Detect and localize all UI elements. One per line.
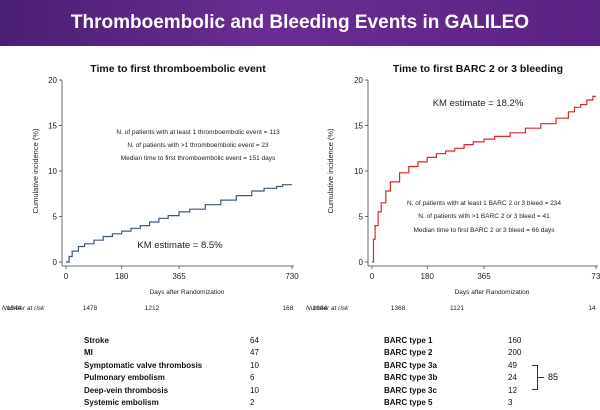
right-annotation: N. of patients with >1 BARC 2 or 3 bleed… [418, 213, 550, 220]
left-chart-title: Time to first thromboembolic event [90, 63, 266, 75]
right-x-tick-label: 73 [592, 272, 600, 281]
right-annotation: Median time to first BARC 2 or 3 bleed =… [413, 227, 555, 234]
left-y-tick-label: 10 [48, 167, 57, 176]
right-table-row-value: 160 [508, 336, 522, 345]
left-x-tick-label: 365 [172, 272, 186, 281]
left-y-tick-label: 20 [48, 76, 57, 85]
left-x-tick-label: 180 [115, 272, 129, 281]
right-x-tick-label: 0 [370, 272, 375, 281]
left-y-axis-label: Cumulative incidence (%) [31, 128, 40, 214]
right-table-row-label: BARC type 5 [384, 398, 433, 407]
right-y-tick-label: 20 [354, 76, 363, 85]
right-y-tick-label: 15 [354, 122, 363, 131]
left-table-row-value: 64 [250, 336, 259, 345]
left-table-row-label: Pulmonary embolism [84, 373, 165, 383]
bracket [532, 364, 538, 390]
right-x-tick-label: 180 [421, 272, 435, 281]
right-x-axis-label: Days after Randomization [455, 289, 530, 296]
right-chart-title: Time to first BARC 2 or 3 bleeding [393, 63, 563, 75]
right-y-axis-label: Cumulative incidence (%) [326, 128, 335, 214]
right-event-table: BARC type 1 160 BARC type 2 200 BARC type 3a… [384, 336, 600, 410]
left-annotation: N. of patients with >1 thromboembolic ev… [127, 142, 269, 149]
charts-area: Time to first thromboembolic event 0 5 10 15… [2, 63, 600, 312]
left-y-tick-label: 0 [53, 258, 58, 267]
left-risk-value: 168 [283, 305, 294, 312]
left-x-axis-label: Days after Randomization [150, 289, 225, 296]
left-table-row-value: 2 [250, 398, 255, 407]
right-risk-label: Number at risk [306, 305, 349, 312]
left-annotation: Median time to first thromboembolic even… [121, 155, 276, 162]
page-title: Thromboembolic and Bleeding Events in GA… [70, 12, 530, 33]
bracket-total: 85 [548, 372, 559, 383]
left-event-table: Stroke 64 MI 47 Symptomatic valve thrombosis… [84, 336, 284, 410]
left-km-curve [66, 184, 292, 263]
left-table-row-label: Stroke [84, 336, 109, 345]
right-risk-value: 14 [588, 305, 596, 312]
left-risk-value: 1644 [7, 305, 22, 312]
right-risk-value: 1644 [313, 305, 328, 312]
left-table-row-label: Systemic embolism [84, 398, 159, 407]
right-table-row-value: 49 [508, 360, 517, 370]
left-y-tick-label: 5 [53, 213, 58, 222]
left-risk-value: 1478 [83, 305, 98, 312]
left-annotation: N. of patients with at least 1 thromboem… [116, 129, 280, 136]
left-risk-value: 1212 [145, 305, 160, 312]
left-km-estimate: KM estimate = 8.5% [137, 240, 223, 251]
right-table-row-label: BARC type 1 [384, 336, 433, 345]
right-km-estimate: KM estimate = 18.2% [433, 98, 524, 109]
left-table-row-label: Symptomatic valve thrombosis [84, 360, 203, 370]
right-table-row-value: 12 [508, 385, 517, 395]
right-km-curve [372, 95, 596, 263]
right-x-tick-label: 365 [477, 272, 491, 281]
title-banner [0, 0, 600, 46]
left-table-row-value: 47 [250, 348, 259, 358]
bracket-tick [538, 377, 544, 379]
left-table-row-value: 6 [250, 373, 255, 383]
left-y-tick-label: 15 [48, 122, 57, 131]
right-y-tick-label: 0 [359, 258, 364, 267]
right-table-row-label: BARC type 3b [384, 373, 438, 383]
right-table-row-value: 200 [508, 348, 522, 358]
right-table-row-label: BARC type 2 [384, 348, 433, 358]
left-table-row-label: Deep-vein thrombosis [84, 385, 169, 395]
right-table-row-value: 3 [508, 398, 513, 407]
left-x-tick-label: 730 [285, 272, 299, 281]
left-x-tick-label: 0 [64, 272, 69, 281]
right-risk-value: 1121 [450, 305, 464, 312]
left-table-row-value: 10 [250, 360, 259, 370]
left-risk-label: Number at risk [2, 305, 45, 312]
right-table-row-label: BARC type 3a [384, 360, 437, 370]
right-risk-value: 1368 [391, 305, 406, 312]
right-table-row-label: BARC type 3c [384, 385, 437, 395]
right-y-tick-label: 5 [359, 213, 364, 222]
right-y-tick-label: 10 [354, 167, 363, 176]
right-annotation: N. of patients with at least 1 BARC 2 or… [407, 200, 561, 207]
left-table-row-label: MI [84, 348, 93, 358]
right-table-row-value: 24 [508, 373, 517, 383]
left-table-row-value: 10 [250, 385, 259, 395]
